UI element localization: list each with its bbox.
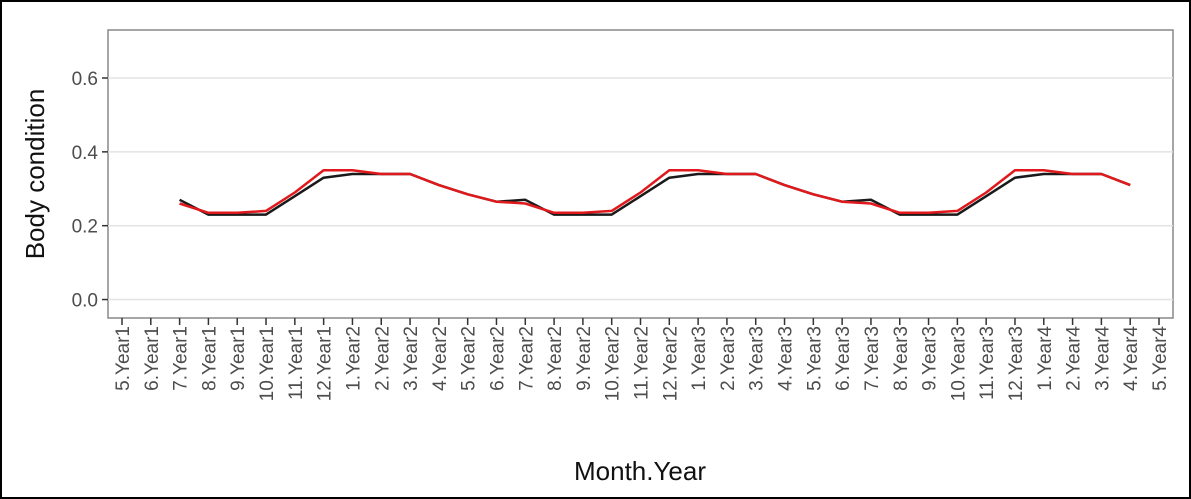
x-tick-label: 9.Year3 [920, 326, 941, 391]
x-tick-label: 6.Year3 [833, 326, 854, 391]
x-tick-label: 1.Year2 [343, 326, 364, 391]
x-tick-label: 1.Year4 [1035, 326, 1056, 391]
x-tick-label: 5.Year2 [459, 326, 480, 391]
x-tick-label: 8.Year3 [891, 326, 912, 391]
x-tick-label: 12.Year2 [660, 326, 681, 401]
x-tick-label: 9.Year2 [574, 326, 595, 391]
x-tick-label: 7.Year3 [862, 326, 883, 391]
x-tick-label: 8.Year1 [199, 326, 220, 391]
x-tick-label: 12.Year1 [315, 326, 336, 401]
x-tick-label: 3.Year3 [747, 326, 768, 391]
x-tick-label: 2.Year3 [718, 326, 739, 391]
x-tick-label: 11.Year1 [286, 326, 307, 400]
panel [107, 29, 1174, 319]
x-tick-label: 5.Year4 [1150, 326, 1171, 391]
y-tick-label: 0.2 [72, 217, 98, 238]
series-line [179, 169, 1131, 215]
x-tick-label: 5.Year1 [113, 326, 134, 391]
x-tick-label: 6.Year1 [142, 326, 163, 391]
x-tick-label: 10.Year2 [603, 326, 624, 401]
x-tick-label: 3.Year4 [1092, 326, 1113, 391]
x-tick-label: 8.Year2 [545, 326, 566, 391]
x-tick-label: 10.Year1 [257, 326, 278, 401]
x-tick-label: 1.Year3 [689, 326, 710, 391]
x-tick-label: 4.Year2 [430, 326, 451, 391]
series-line [179, 172, 1131, 216]
x-tick-label: 11.Year2 [632, 326, 653, 400]
x-tick-label: 3.Year2 [401, 326, 422, 391]
x-tick-label: 4.Year3 [776, 326, 797, 391]
x-tick-label: 7.Year1 [171, 326, 192, 391]
x-tick-label: 10.Year3 [948, 326, 969, 401]
x-tick-label: 5.Year3 [804, 326, 825, 391]
y-tick-label: 0.6 [72, 69, 98, 90]
x-tick-label: 9.Year1 [228, 326, 249, 391]
x-tick-label: 6.Year2 [487, 326, 508, 391]
y-tick-label: 0.0 [72, 291, 98, 312]
x-tick-label: 11.Year3 [977, 326, 998, 400]
x-tick-label: 2.Year4 [1064, 326, 1085, 391]
x-tick-label: 7.Year2 [516, 326, 537, 391]
y-axis-title: Body condition [20, 89, 50, 260]
x-tick-label: 2.Year2 [372, 326, 393, 391]
x-tick-label: 12.Year3 [1006, 326, 1027, 401]
x-tick-label: 4.Year4 [1121, 326, 1142, 391]
x-axis-title: Month.Year [574, 456, 706, 486]
y-tick-label: 0.4 [72, 143, 99, 164]
